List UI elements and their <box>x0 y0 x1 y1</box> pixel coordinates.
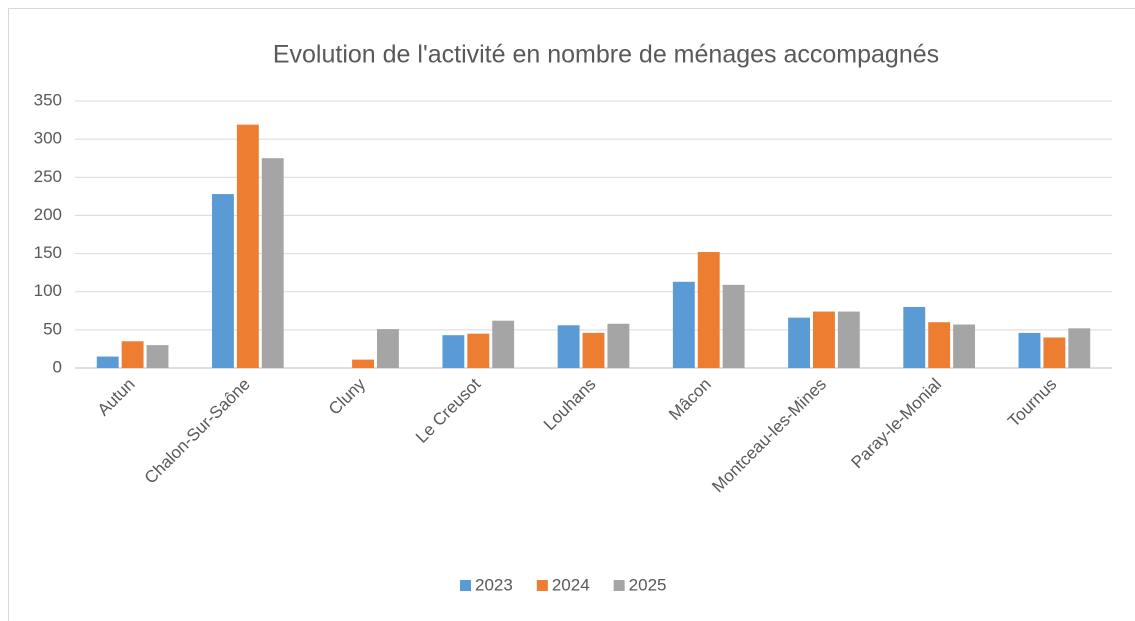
bar <box>697 252 720 368</box>
y-tick-label: 150 <box>34 243 62 262</box>
chart-frame <box>8 8 1135 621</box>
bar <box>261 158 284 368</box>
bar <box>442 335 465 368</box>
bar <box>722 284 745 368</box>
bar <box>953 324 976 368</box>
bar <box>788 317 810 368</box>
bar <box>211 194 234 368</box>
y-tick-label: 300 <box>34 129 62 148</box>
bar <box>492 320 515 368</box>
bar <box>377 329 399 368</box>
legend-label: 2024 <box>552 575 590 594</box>
legend-swatch <box>460 580 471 591</box>
y-tick-label: 200 <box>34 205 62 224</box>
y-tick-label: 100 <box>34 281 62 300</box>
legend-swatch <box>536 580 548 591</box>
bar <box>837 311 860 368</box>
y-tick-label: 350 <box>34 90 62 109</box>
legend-label: 2025 <box>629 575 667 594</box>
bar <box>607 323 630 368</box>
bar <box>1043 337 1066 368</box>
bar <box>96 356 119 368</box>
bar <box>1018 332 1041 368</box>
bar <box>146 345 169 368</box>
bar <box>352 359 375 368</box>
legend-swatch <box>613 580 625 591</box>
legend-label: 2023 <box>475 575 513 594</box>
bar <box>903 306 926 368</box>
bar <box>928 322 951 368</box>
bar <box>672 281 695 368</box>
y-tick-label: 250 <box>34 167 62 186</box>
bar <box>582 332 605 368</box>
y-tick-label: 0 <box>53 357 62 376</box>
bar <box>1068 328 1091 368</box>
bar <box>812 311 835 368</box>
bar <box>121 341 144 368</box>
y-tick-label: 50 <box>43 319 62 338</box>
chart-title: Evolution de l'activité en nombre de mén… <box>273 41 939 69</box>
bar <box>236 124 259 368</box>
bar <box>467 333 490 368</box>
bar <box>557 325 580 368</box>
